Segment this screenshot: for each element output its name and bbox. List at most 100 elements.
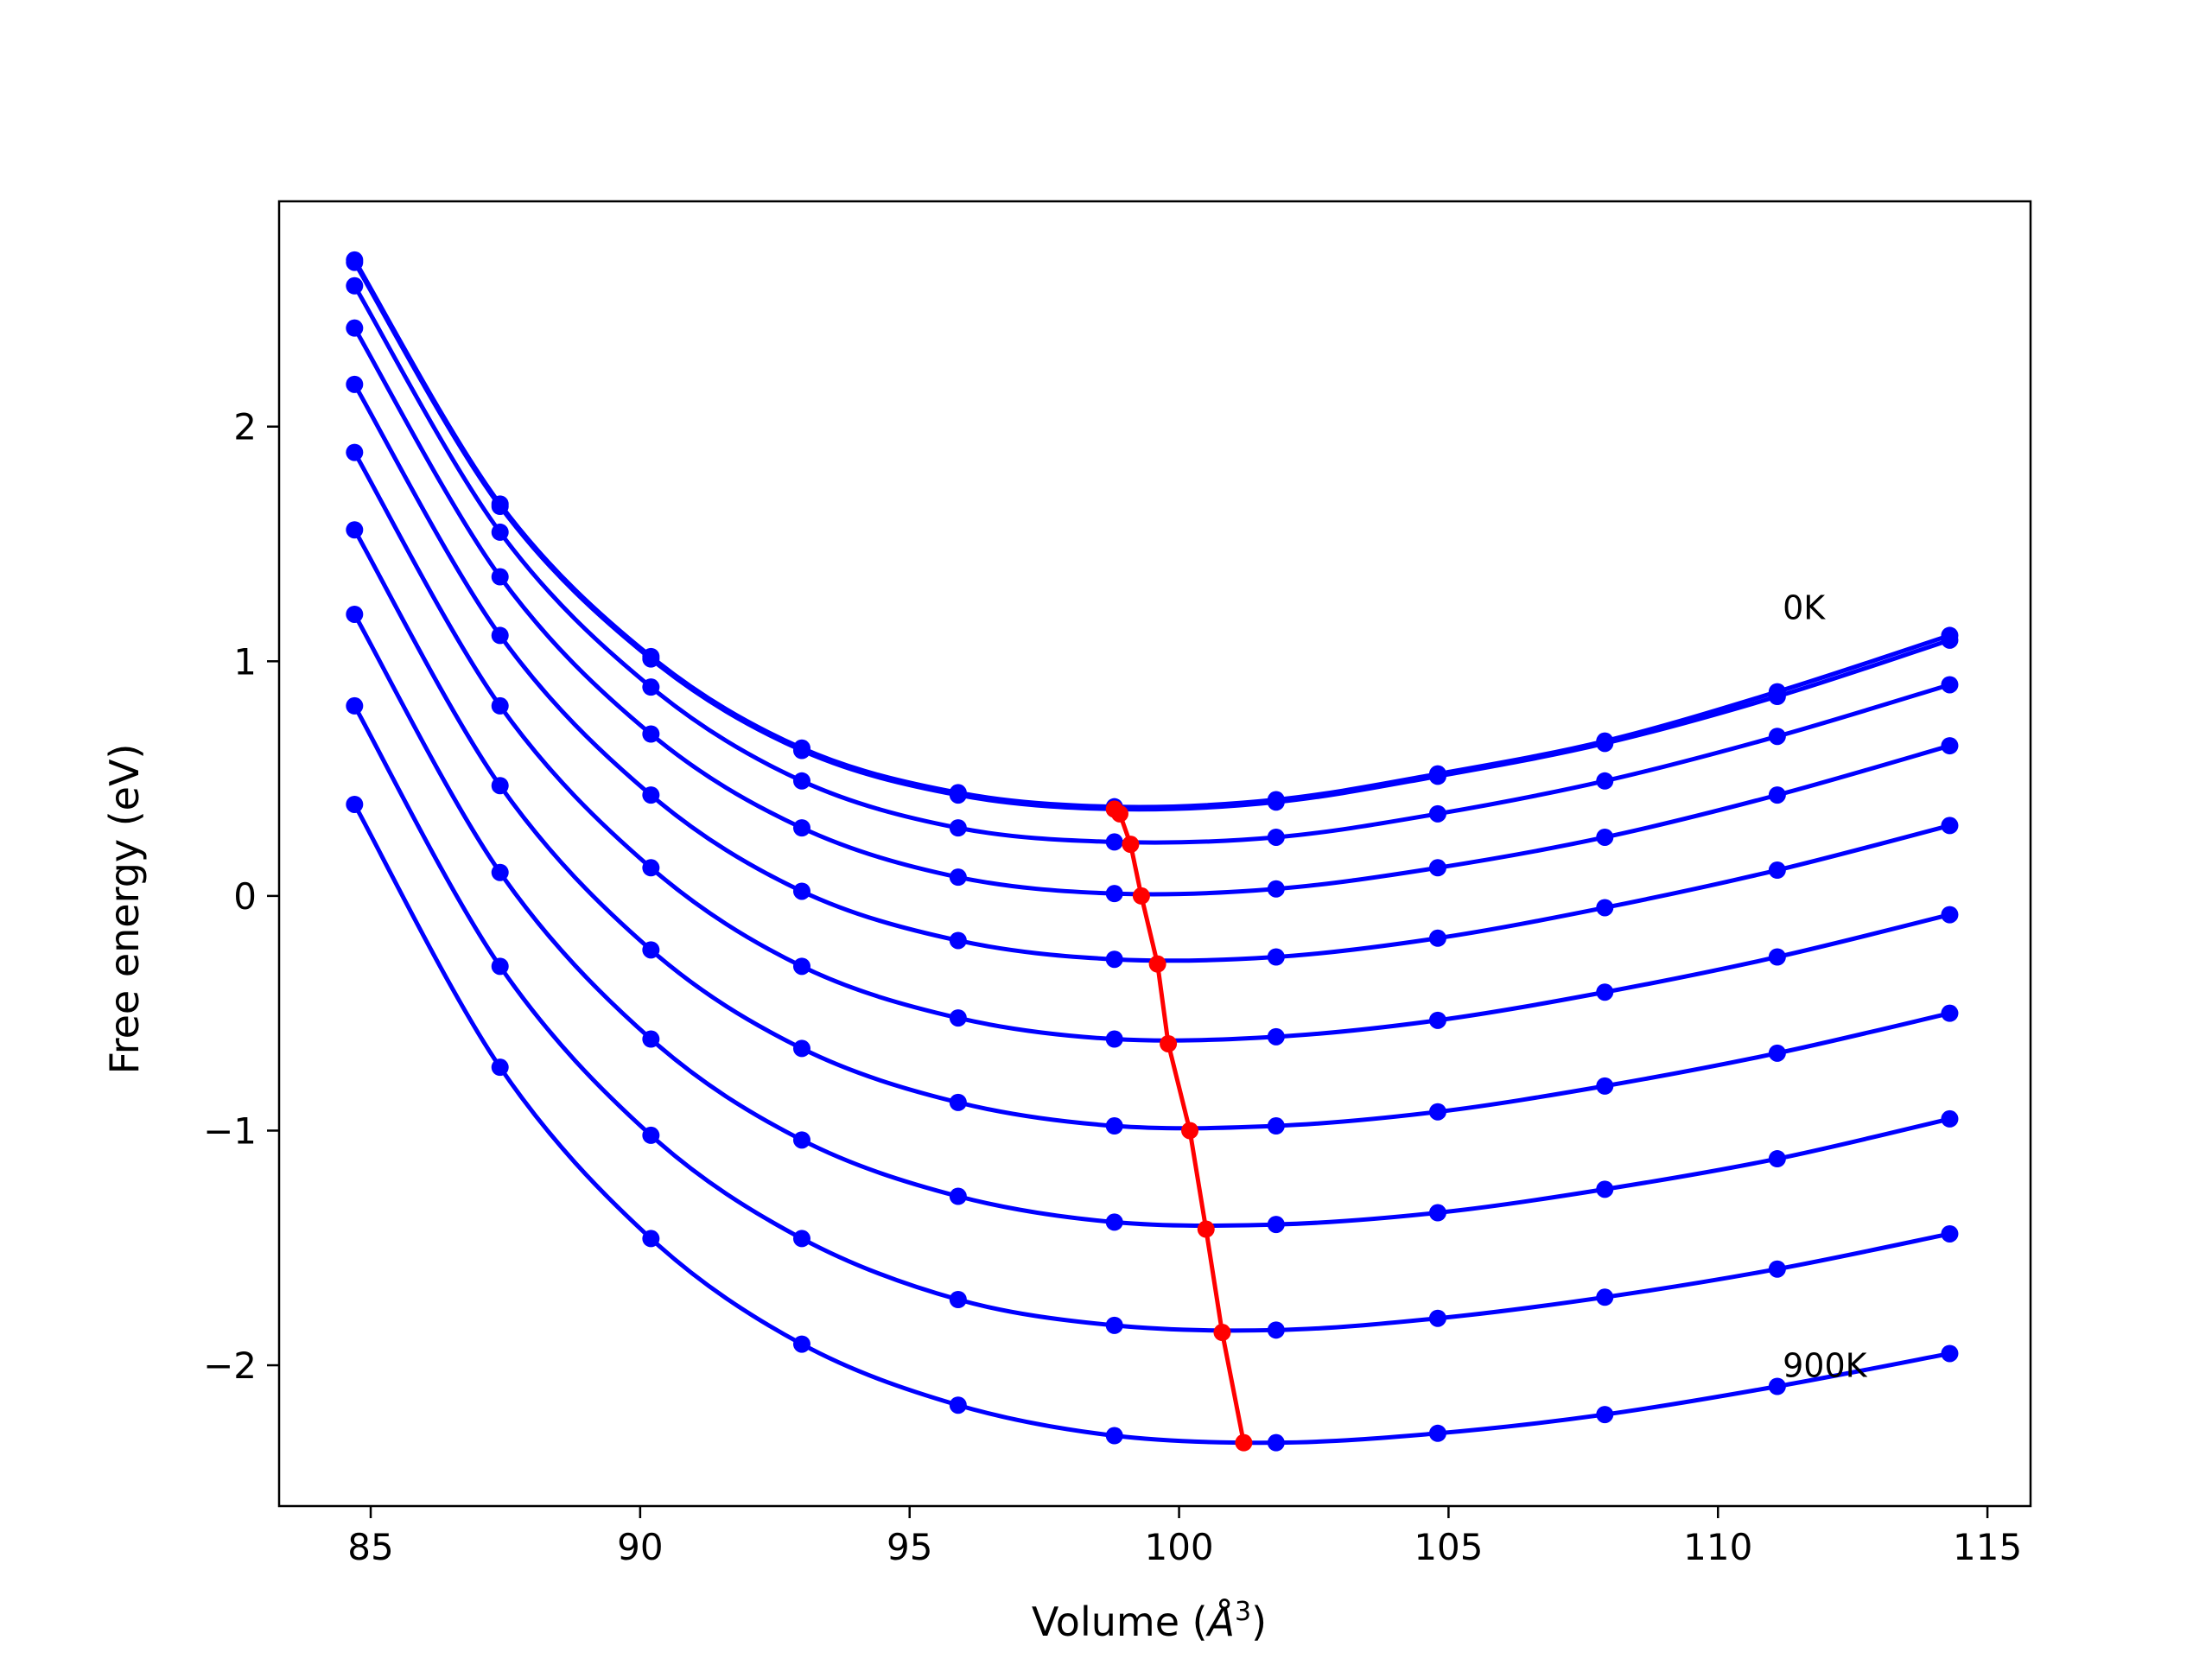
energy-point-7-0: [346, 605, 364, 623]
energy-point-8-5: [1105, 1316, 1123, 1334]
energy-point-1-4: [949, 786, 967, 804]
energy-curve-0: [353, 258, 1951, 810]
minimum-point-4: [1148, 955, 1166, 973]
energy-point-9-4: [949, 1396, 967, 1414]
energy-point-7-3: [792, 1131, 810, 1149]
minimum-point-6: [1181, 1122, 1199, 1140]
energy-point-3-6: [1267, 880, 1285, 898]
energy-point-4-4: [949, 931, 967, 950]
energy-point-5-6: [1267, 1027, 1285, 1046]
energy-point-3-9: [1768, 786, 1786, 804]
energy-point-1-9: [1768, 688, 1786, 706]
energy-point-5-3: [792, 957, 810, 976]
y-tick-label--2: −2: [203, 1344, 257, 1387]
energy-point-8-0: [346, 696, 364, 715]
energy-point-5-0: [346, 443, 364, 461]
energy-point-6-7: [1428, 1103, 1446, 1121]
minimum-point-1: [1110, 804, 1128, 823]
energy-point-4-6: [1267, 948, 1285, 966]
curves-layer: [346, 251, 1959, 1452]
x-tick-label-110: 110: [1683, 1526, 1752, 1568]
x-tick-label-90: 90: [617, 1526, 663, 1568]
x-axis-label: Volume (Å3): [1032, 1597, 1267, 1645]
energy-point-8-1: [491, 957, 509, 976]
energy-point-3-0: [346, 319, 364, 337]
energy-point-3-5: [1105, 885, 1123, 903]
energy-point-8-6: [1267, 1321, 1285, 1339]
minimum-line: [1113, 807, 1246, 1444]
annotations: 0K 900K: [1783, 588, 1868, 1384]
minimum-point-2: [1122, 836, 1140, 854]
energy-point-2-1: [491, 523, 509, 541]
energy-point-4-7: [1428, 929, 1446, 947]
energy-point-6-2: [642, 941, 660, 959]
energy-point-9-8: [1596, 1406, 1614, 1424]
energy-point-2-9: [1768, 728, 1786, 746]
energy-point-4-5: [1105, 950, 1123, 969]
energy-point-7-8: [1596, 1180, 1614, 1198]
energy-curve-3: [353, 327, 1951, 897]
energy-point-7-9: [1768, 1150, 1786, 1168]
energy-point-2-0: [346, 276, 364, 295]
energy-point-8-2: [642, 1126, 660, 1144]
energy-point-9-9: [1768, 1377, 1786, 1395]
minima-layer: [1105, 800, 1253, 1452]
energy-point-9-0: [346, 795, 364, 813]
energy-point-7-10: [1941, 1109, 1959, 1128]
energy-point-7-6: [1267, 1216, 1285, 1234]
energy-point-2-10: [1941, 676, 1959, 694]
y-axis-label: Free energy (eV): [101, 744, 148, 1075]
energy-point-4-1: [491, 626, 509, 645]
energy-point-8-4: [949, 1291, 967, 1309]
energy-point-2-6: [1267, 828, 1285, 846]
energy-point-6-10: [1941, 1004, 1959, 1022]
energy-point-9-1: [491, 1058, 509, 1077]
energy-curve-4: [353, 383, 1951, 963]
energy-point-4-3: [792, 882, 810, 900]
x-axis: 85 90 95 100 105 110 115: [347, 1506, 2022, 1568]
energy-point-2-5: [1105, 833, 1123, 851]
energy-point-2-7: [1428, 804, 1446, 823]
energy-point-5-4: [949, 1009, 967, 1027]
energy-point-9-6: [1267, 1433, 1285, 1452]
energy-point-8-10: [1941, 1224, 1959, 1243]
energy-curve-7: [353, 613, 1951, 1229]
energy-curve-2: [353, 284, 1951, 845]
energy-point-9-3: [792, 1335, 810, 1353]
energy-point-9-10: [1941, 1344, 1959, 1363]
energy-point-4-10: [1941, 817, 1959, 835]
energy-point-8-9: [1768, 1260, 1786, 1278]
minimum-point-7: [1197, 1220, 1215, 1238]
x-tick-label-85: 85: [347, 1526, 393, 1568]
y-tick-label-1: 1: [233, 640, 257, 683]
energy-point-9-2: [642, 1230, 660, 1248]
x-tick-label-105: 105: [1414, 1526, 1483, 1568]
energy-point-2-4: [949, 819, 967, 837]
energy-point-8-8: [1596, 1288, 1614, 1306]
annotation-1: 900K: [1783, 1347, 1868, 1385]
energy-point-4-9: [1768, 861, 1786, 880]
energy-point-6-5: [1105, 1117, 1123, 1135]
energy-point-6-3: [792, 1039, 810, 1058]
energy-point-1-0: [346, 253, 364, 271]
y-axis: −2 −1 0 1 2: [203, 406, 279, 1387]
x-tick-label-115: 115: [1953, 1526, 2022, 1568]
energy-point-1-3: [792, 741, 810, 760]
x-axis-label-text: Volume (: [1032, 1599, 1208, 1645]
energy-point-5-5: [1105, 1030, 1123, 1048]
energy-point-6-1: [491, 777, 509, 795]
energy-point-5-9: [1768, 948, 1786, 966]
energy-point-1-7: [1428, 767, 1446, 785]
y-tick-label-2: 2: [233, 406, 257, 448]
energy-point-3-8: [1596, 828, 1614, 846]
energy-point-1-10: [1941, 631, 1959, 649]
energy-point-8-3: [792, 1230, 810, 1248]
energy-point-5-7: [1428, 1011, 1446, 1029]
energy-point-1-1: [491, 498, 509, 516]
energy-point-9-7: [1428, 1424, 1446, 1442]
energy-point-6-4: [949, 1093, 967, 1111]
energy-point-2-2: [642, 678, 660, 696]
x-axis-label-unit: Å: [1205, 1599, 1235, 1645]
energy-point-2-3: [792, 772, 810, 790]
energy-curve-8: [353, 704, 1950, 1333]
